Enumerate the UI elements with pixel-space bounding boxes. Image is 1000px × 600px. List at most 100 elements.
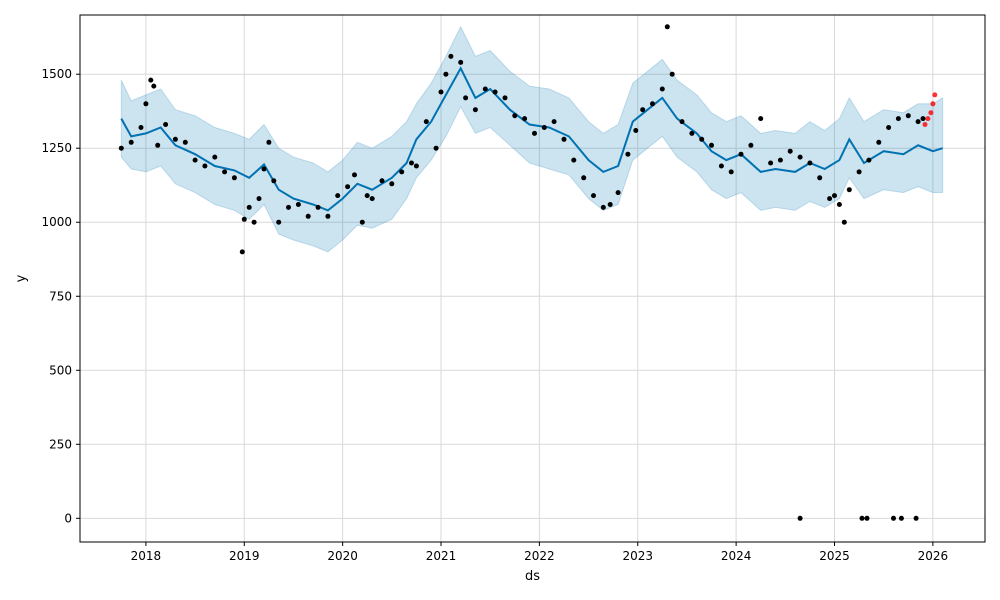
observed-point	[669, 71, 675, 77]
observed-point	[797, 154, 803, 160]
x-tick-label: 2024	[721, 549, 752, 563]
observed-point	[541, 125, 547, 130]
observed-point	[728, 169, 734, 175]
observed-point	[591, 193, 596, 199]
recent-observed-point	[925, 116, 931, 122]
observed-point	[295, 202, 301, 207]
observed-point	[502, 95, 508, 101]
observed-point	[650, 101, 655, 107]
observed-point	[138, 125, 144, 130]
observed-point	[758, 116, 764, 122]
y-tick-label: 750	[49, 289, 72, 303]
observed-point	[913, 515, 919, 521]
observed-point	[172, 136, 178, 142]
x-tick-label: 2018	[131, 549, 162, 563]
observed-point	[659, 86, 665, 92]
x-tick-label: 2025	[819, 549, 850, 563]
observed-point	[399, 169, 405, 175]
x-axis-ticks: 2018 2019 2020 2021 2022 2023 2024 2025 2026	[131, 542, 948, 563]
observed-point	[664, 24, 670, 30]
observed-point	[271, 178, 277, 184]
observed-point	[163, 122, 169, 127]
observed-point	[409, 160, 414, 166]
observed-point	[748, 142, 754, 148]
observed-point	[212, 154, 218, 160]
observed-point	[239, 249, 245, 255]
observed-point	[369, 196, 375, 202]
observed-point	[276, 219, 282, 225]
observed-point	[438, 89, 444, 95]
observed-point	[472, 107, 478, 113]
observed-point	[345, 184, 351, 190]
observed-point	[182, 139, 188, 145]
observed-point	[898, 515, 904, 521]
observed-point	[777, 157, 783, 163]
observed-point	[231, 175, 237, 181]
observed-point	[768, 160, 774, 166]
observed-point	[561, 136, 567, 142]
y-tick-label: 500	[49, 363, 72, 377]
observed-point	[389, 181, 395, 187]
observed-point	[615, 190, 621, 196]
observed-point	[571, 157, 577, 163]
observed-point	[864, 515, 870, 521]
observed-point	[359, 219, 365, 225]
observed-point	[886, 125, 892, 130]
observed-point	[709, 142, 714, 148]
observed-point	[633, 128, 639, 133]
observed-point	[832, 193, 837, 199]
recent-observed-point	[930, 101, 936, 107]
observed-point	[522, 116, 528, 122]
observed-point	[128, 139, 134, 145]
observed-point	[413, 163, 419, 169]
observed-point	[797, 515, 803, 521]
observed-point	[512, 113, 518, 119]
observed-point	[315, 204, 321, 210]
observed-point	[905, 113, 911, 119]
observed-point	[246, 204, 252, 210]
observed-point	[600, 204, 606, 210]
observed-point	[251, 219, 257, 225]
y-tick-label: 250	[49, 437, 72, 451]
observed-point	[581, 175, 587, 181]
observed-point	[143, 101, 149, 107]
observed-point	[261, 166, 267, 172]
x-tick-label: 2019	[229, 549, 260, 563]
observed-point	[551, 119, 557, 125]
uncertainty-band	[120, 25, 944, 253]
forecast-yhat-line	[120, 66, 943, 212]
observed-point	[286, 204, 291, 210]
observed-point	[817, 175, 823, 181]
observed-point	[151, 83, 157, 89]
observed-point	[222, 169, 228, 175]
y-axis-ticks: 0 250 500 750 1000 1250 1500	[41, 67, 80, 525]
observed-point	[155, 142, 161, 148]
observed-point	[859, 515, 865, 521]
observed-point	[364, 193, 370, 199]
observed-point	[423, 119, 429, 125]
x-tick-label: 2021	[426, 549, 457, 563]
observed-point	[738, 151, 744, 157]
observed-point	[202, 163, 208, 169]
observed-point	[699, 136, 705, 142]
observed-point	[256, 196, 262, 202]
observed-point	[241, 216, 247, 222]
recent-observed-point	[922, 122, 928, 127]
observed-point	[118, 145, 124, 151]
observed-point	[325, 213, 331, 219]
observed-point	[915, 119, 921, 125]
x-tick-label: 2023	[622, 549, 653, 563]
observed-point	[866, 157, 872, 163]
observed-point	[640, 107, 646, 113]
y-tick-label: 0	[64, 511, 72, 525]
x-tick-label: 2022	[524, 549, 555, 563]
forecast-line	[120, 66, 943, 212]
uncertainty-band-area	[120, 25, 944, 253]
plot-frame	[79, 14, 986, 543]
observed-point	[679, 119, 685, 125]
observed-point	[827, 196, 833, 202]
observed-point	[891, 515, 896, 521]
observed-point	[532, 130, 537, 136]
observed-point	[807, 160, 813, 166]
